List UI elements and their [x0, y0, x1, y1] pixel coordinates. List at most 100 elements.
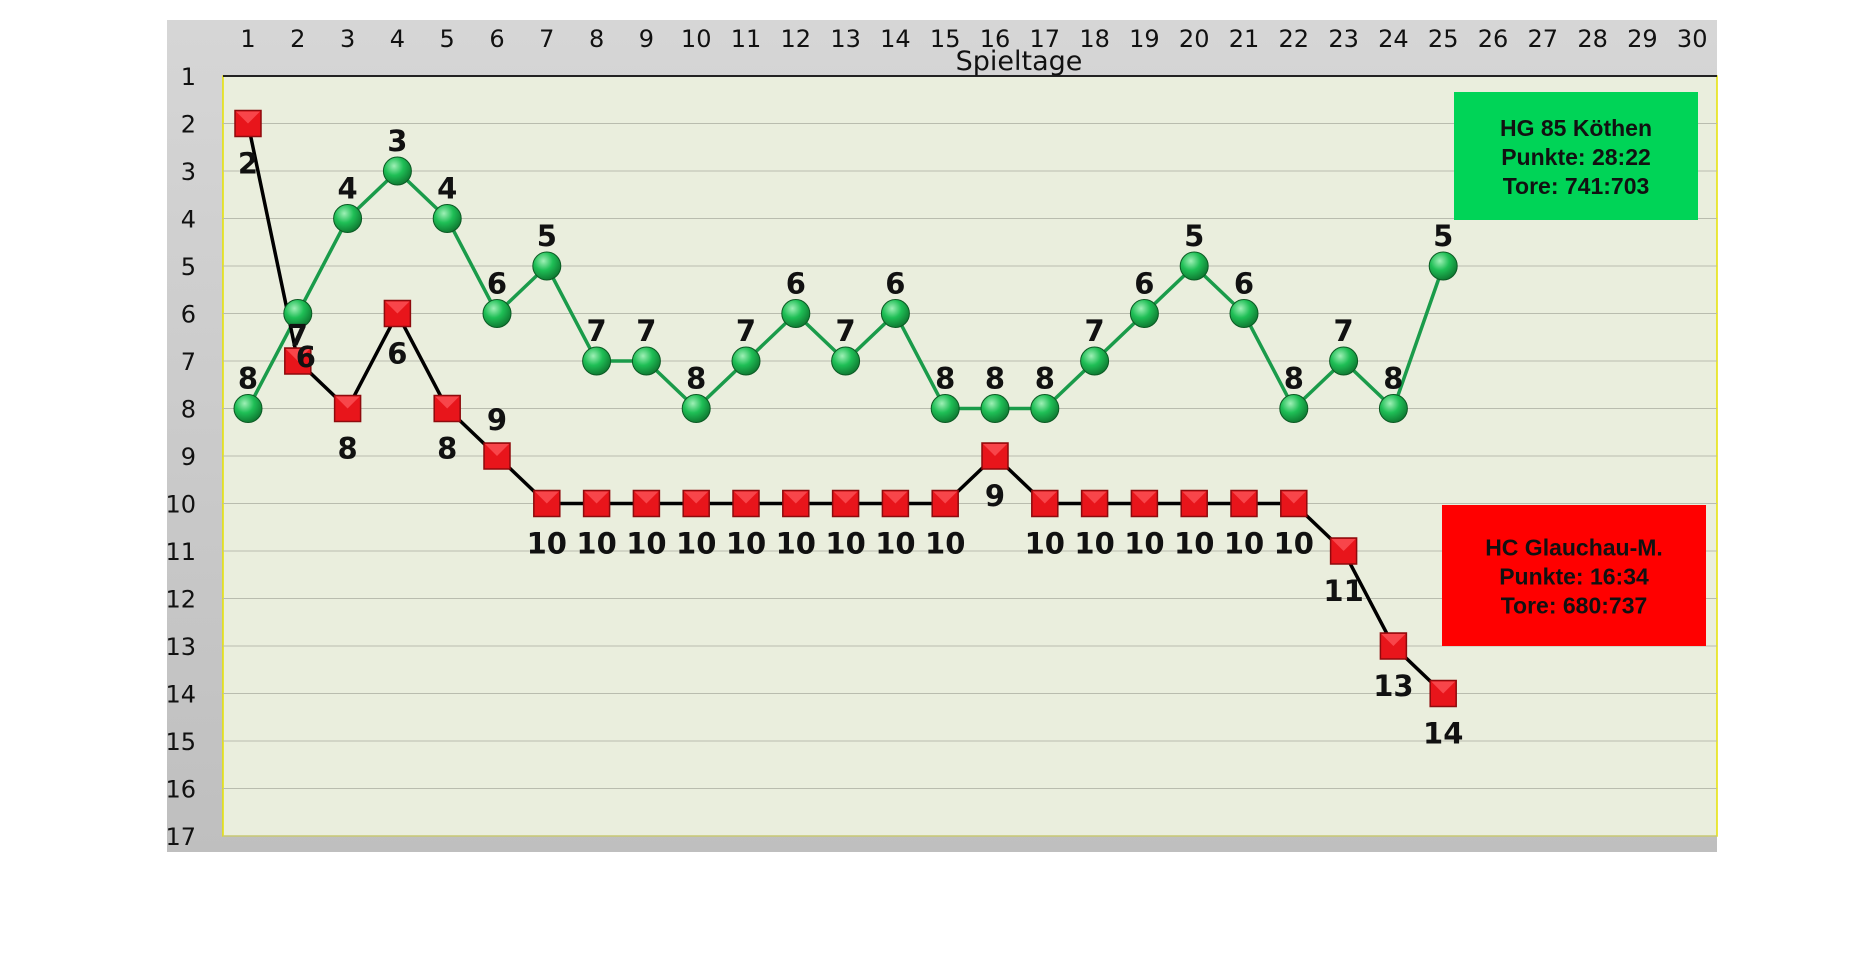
series-2-marker-highlight: [1232, 491, 1256, 504]
series-1-marker: [1428, 251, 1458, 281]
series-2-marker-highlight: [634, 491, 659, 504]
series-2-data-label: 10: [925, 527, 965, 561]
series-1-marker: [831, 346, 861, 376]
x-axis-ticks: 1 2 3 4 5 6 7 8 9 10 11 12 13 14 15 16 17 18 19 20 21 22 23 24 2…: [240, 25, 1707, 53]
series-2-marker-highlight: [584, 491, 609, 504]
x-tick-label: 14: [880, 25, 911, 53]
series-1-data-label: 7: [1085, 314, 1105, 348]
x-tick-label: 29: [1627, 25, 1658, 53]
series-1-marker: [283, 299, 313, 328]
series-2-data-label: 14: [1423, 717, 1463, 751]
y-tick-label: 8: [181, 396, 196, 424]
series-1-marker: [532, 251, 562, 281]
x-tick-label: 25: [1428, 25, 1459, 53]
series-1-data-label: 8: [985, 362, 1005, 396]
series-1-data-label: 8: [238, 362, 258, 396]
series-1-marker: [1279, 394, 1309, 423]
series-1-data-label: 8: [686, 362, 706, 396]
series-1-marker: [781, 299, 811, 328]
series-1-data-label: 6: [885, 267, 905, 301]
series-2-marker-highlight: [1082, 491, 1107, 504]
series-2-marker-highlight: [485, 444, 509, 456]
x-tick-label: 8: [589, 25, 604, 53]
series-1-data-label: 6: [1134, 267, 1154, 301]
series-2-data-label: 11: [1323, 574, 1363, 608]
series-1-data-label: 3: [387, 124, 407, 158]
series-1-marker: [333, 204, 363, 233]
y-tick-label: 7: [181, 348, 196, 376]
series-1-marker: [681, 394, 711, 423]
series-1-marker: [880, 299, 910, 328]
x-tick-label: 5: [440, 25, 455, 53]
info-box-hc-glauchau: HC Glauchau-M. Punkte: 16:34 Tore: 680:737: [1442, 505, 1706, 646]
y-tick-label: 4: [181, 206, 196, 234]
y-tick-label: 12: [165, 586, 196, 614]
series-2-marker-highlight: [1281, 491, 1306, 504]
info-box-line: Punkte: 28:22: [1501, 144, 1651, 170]
series-2-marker-highlight: [684, 491, 709, 504]
x-tick-label: 22: [1279, 25, 1310, 53]
series-2-data-label: 6: [387, 337, 407, 371]
series-2-data-label: 8: [338, 432, 358, 466]
series-2-data-label: 10: [875, 527, 915, 561]
x-tick-label: 30: [1677, 25, 1708, 53]
y-tick-label: 1: [181, 63, 196, 91]
series-1-marker: [731, 346, 761, 376]
series-1-data-label: 7: [736, 314, 756, 348]
series-2-marker-highlight: [1331, 539, 1356, 551]
series-layer: [233, 109, 1458, 708]
series-2-marker-highlight: [883, 491, 908, 504]
series-2-marker-highlight: [335, 396, 360, 409]
x-tick-label: 13: [830, 25, 861, 53]
x-tick-label: 15: [930, 25, 961, 53]
series-2-data-label: 10: [1124, 527, 1164, 561]
series-1-data-label: 8: [935, 362, 955, 396]
series-2-marker-highlight: [783, 491, 808, 504]
series-2-data-label: 10: [726, 527, 766, 561]
series-2-data-label: 10: [1174, 527, 1214, 561]
x-tick-label: 23: [1328, 25, 1359, 53]
y-tick-label: 10: [165, 491, 196, 519]
series-1-data-label: 7: [1334, 314, 1354, 348]
series-2-marker-highlight: [534, 491, 559, 504]
x-axis-title: Spieltage: [956, 46, 1083, 77]
series-1-data-label: 6: [1234, 267, 1254, 301]
y-tick-label: 6: [181, 301, 196, 329]
x-tick-label: 21: [1229, 25, 1260, 53]
y-tick-label: 13: [165, 633, 196, 661]
series-2-data-label: 10: [1074, 527, 1114, 561]
series-1-marker: [432, 204, 462, 233]
x-tick-label: 3: [340, 25, 355, 53]
info-boxes: HG 85 Köthen Punkte: 28:22 Tore: 741:703 HC…: [1442, 92, 1706, 646]
series-2-data-label: 6: [296, 340, 316, 374]
x-tick-label: 28: [1577, 25, 1608, 53]
info-box-line: Tore: 741:703: [1503, 173, 1650, 199]
info-box-hg-koethen: HG 85 Köthen Punkte: 28:22 Tore: 741:703: [1454, 92, 1698, 220]
series-1-marker: [980, 394, 1010, 423]
series-2-marker-highlight: [285, 349, 310, 361]
series-2-marker-highlight: [435, 396, 460, 409]
series-1-marker: [631, 346, 661, 376]
info-box-line: HG 85 Köthen: [1500, 115, 1652, 141]
series-1-marker: [1329, 346, 1359, 376]
series-2-data-label: 10: [676, 527, 716, 561]
series-1-data-label: 8: [1284, 362, 1304, 396]
series-2-marker-highlight: [833, 491, 858, 504]
x-tick-label: 10: [681, 25, 712, 53]
series-1-marker: [1179, 251, 1209, 281]
series-1-data-label: 6: [487, 267, 507, 301]
series-2-data-label: 10: [1224, 527, 1264, 561]
series-2-data-label: 9: [985, 479, 1005, 513]
series-1-data-label: 7: [836, 314, 856, 348]
y-tick-label: 3: [181, 158, 196, 186]
series-2-marker-highlight: [933, 491, 958, 504]
x-tick-label: 20: [1179, 25, 1210, 53]
x-tick-label: 11: [731, 25, 762, 53]
x-tick-label: 6: [489, 25, 504, 53]
series-2-data-label: 10: [1025, 527, 1065, 561]
series-2-marker-highlight: [385, 301, 410, 314]
series-2-data-label: 10: [527, 527, 567, 561]
x-tick-label: 7: [539, 25, 554, 53]
series-1-data-label: 4: [437, 172, 457, 206]
